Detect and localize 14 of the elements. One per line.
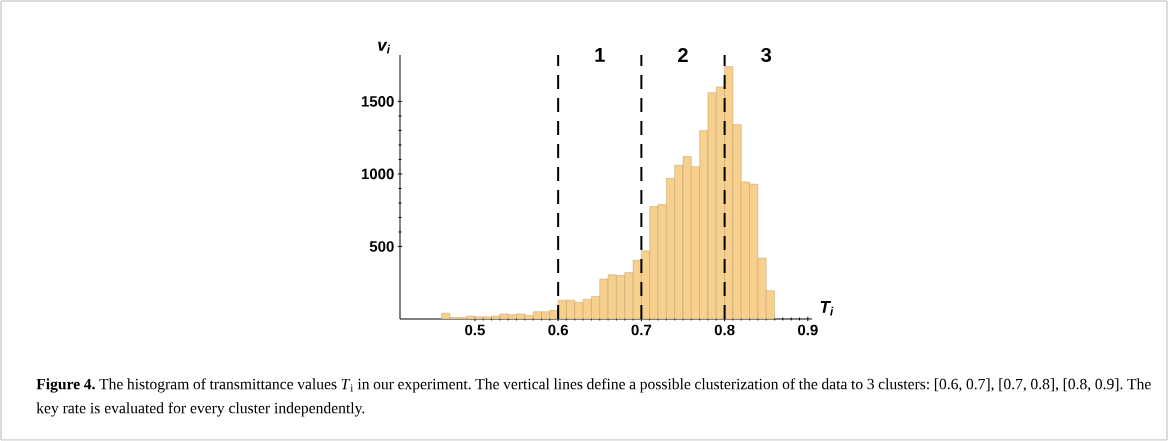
annotation: 2 [678,48,688,62]
x-axis-title: T$_{i}$ [820,301,834,316]
annotation: 1 [595,48,605,62]
text: Figure 4. The histogram of transmittance values T$_{i}$ in our experiment. The vertical lines define a possible clusterization of the data to 3 clusters: [0.6, 0.7], [0.7, 0.8], [0.8, 0.9]. The key rate is evaluated for every cluster independently. [36,378,1151,417]
x-tick-label: 0.6 [548,324,569,336]
y-tick-label: 500 [369,241,394,252]
x-tick-label: 0.8 [714,324,735,336]
y-axis-title: v$_{i}$ [378,41,391,54]
x-tick-label: 0.5 [465,324,485,336]
x-tick-label: 0.9 [798,324,818,336]
annotation: 3 [761,47,772,63]
y-tick-label: 1500 [361,96,394,107]
y-tick-label: 1000 [361,168,394,180]
x-tick-label: 0.7 [631,324,652,336]
